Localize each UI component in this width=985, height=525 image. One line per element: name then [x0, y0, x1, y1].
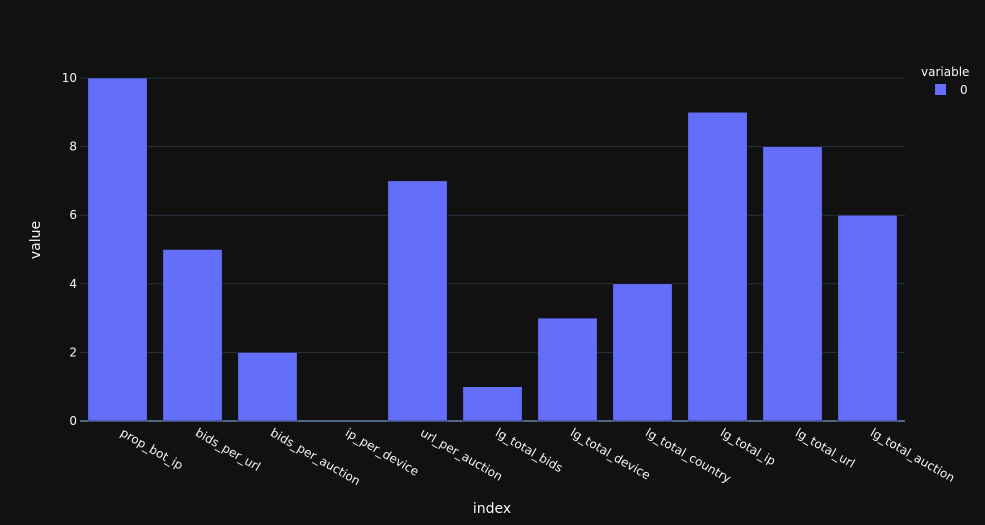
- bar-prop-bot-ip[interactable]: [87, 77, 148, 422]
- bar-lg-total-device[interactable]: [537, 317, 598, 422]
- y-tick-label: 4: [69, 277, 77, 291]
- bar-lg-total-auction[interactable]: [837, 214, 898, 422]
- bar-lg-total-country[interactable]: [612, 283, 673, 422]
- y-tick-label: 10: [62, 71, 77, 85]
- bar-lg-total-url[interactable]: [762, 146, 823, 422]
- bar-bids-per-auction[interactable]: [237, 352, 298, 422]
- bar-lg-total-ip[interactable]: [687, 112, 748, 422]
- y-tick-label: 8: [69, 140, 77, 154]
- legend-title: variable: [921, 65, 969, 79]
- bar-url-per-auction[interactable]: [387, 180, 448, 422]
- x-axis-title: index: [473, 501, 511, 517]
- y-tick-label: 6: [69, 208, 77, 222]
- y-tick-label: 0: [69, 414, 77, 428]
- legend-label: 0: [960, 83, 968, 97]
- y-tick-labels: 0 2 4 6 8 10: [62, 71, 77, 428]
- bar-lg-total-bids[interactable]: [462, 386, 523, 422]
- y-tick-label: 2: [69, 345, 77, 359]
- bar-bids-per-url[interactable]: [162, 249, 223, 422]
- legend[interactable]: variable 0: [921, 65, 969, 97]
- legend-swatch: [935, 84, 946, 95]
- bars: [87, 77, 898, 422]
- y-axis-title: value: [28, 221, 44, 259]
